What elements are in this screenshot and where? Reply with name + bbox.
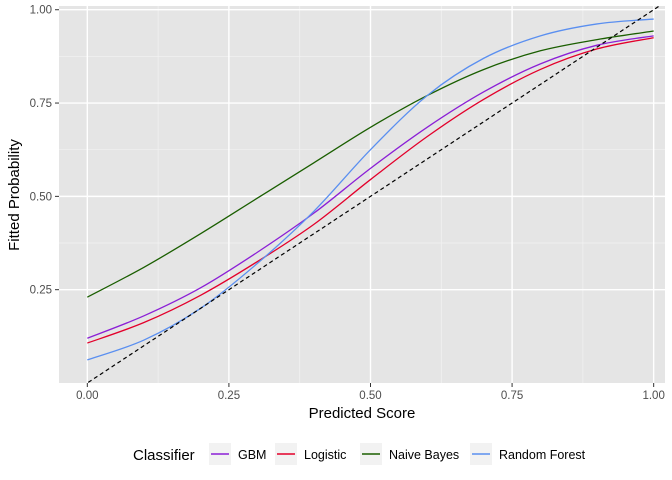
series-line-naive-bayes (87, 30, 654, 298)
x-axis: 0.00 0.25 0.50 0.75 1.00 (76, 383, 665, 402)
reference-line-layer (86, 6, 661, 383)
legend-label-gbm: GBM (238, 448, 266, 462)
x-tick-label: 1.00 (642, 390, 664, 402)
x-tick-label: 0.25 (218, 390, 240, 402)
y-tick-label: 1.00 (30, 5, 52, 17)
y-tick-label: 0.75 (30, 98, 52, 110)
y-tick-label: 0.25 (30, 285, 52, 297)
x-tick-label: 0.00 (76, 390, 98, 402)
y-axis-title: Fitted Probability (6, 139, 23, 251)
x-tick-label: 0.50 (359, 390, 381, 402)
legend: Classifier GBM Logistic Naive Bayes Random … (133, 443, 586, 465)
y-axis: 0.25 0.50 0.75 1.00 (30, 5, 59, 297)
legend-label-logistic: Logistic (304, 448, 346, 462)
y-tick-label: 0.50 (30, 191, 52, 203)
minor-gridlines (59, 6, 665, 383)
major-gridlines (59, 6, 665, 383)
legend-title: Classifier (133, 447, 195, 464)
series-layer (87, 18, 654, 361)
x-tick-label: 0.75 (501, 390, 523, 402)
series-line-gbm (87, 35, 654, 339)
reference-diagonal-line (86, 6, 661, 383)
legend-label-naive-bayes: Naive Bayes (389, 448, 459, 462)
x-axis-title: Predicted Score (309, 405, 416, 422)
legend-label-random-forest: Random Forest (499, 448, 586, 462)
series-line-logistic (87, 37, 654, 344)
series-line-random-forest (87, 18, 654, 361)
